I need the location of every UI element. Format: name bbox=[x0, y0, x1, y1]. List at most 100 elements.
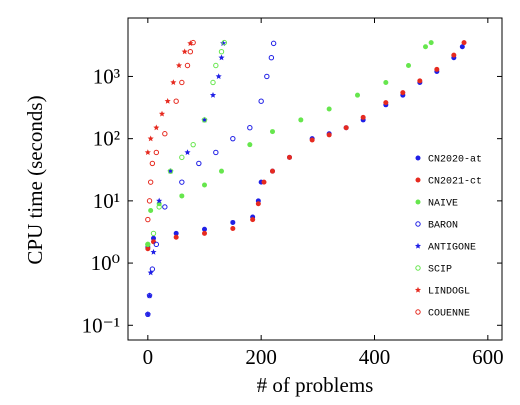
y-tick-label: 10¹ bbox=[93, 189, 120, 213]
y-axis-label: CPU time (seconds) bbox=[23, 95, 47, 264]
data-point bbox=[428, 40, 434, 46]
data-point bbox=[184, 149, 191, 156]
data-point bbox=[145, 241, 151, 247]
x-axis-label: # of problems bbox=[257, 373, 374, 397]
data-point bbox=[383, 100, 389, 106]
data-point bbox=[250, 217, 256, 223]
x-tick-label: 0 bbox=[143, 345, 154, 369]
data-point bbox=[153, 124, 160, 131]
legend-label: CN2020-at bbox=[428, 155, 482, 166]
data-point bbox=[218, 54, 225, 61]
legend-label: SCIP bbox=[428, 265, 452, 276]
data-point bbox=[400, 90, 406, 96]
data-point bbox=[151, 239, 156, 245]
legend-marker bbox=[415, 309, 421, 315]
data-point bbox=[209, 91, 217, 98]
data-point bbox=[173, 234, 179, 240]
data-point bbox=[459, 44, 465, 50]
data-point bbox=[247, 125, 253, 131]
legend-label: NAIVE bbox=[428, 199, 458, 210]
data-point bbox=[451, 52, 457, 58]
data-point bbox=[145, 216, 151, 223]
legend-marker bbox=[415, 221, 421, 227]
data-point bbox=[149, 266, 156, 272]
data-point bbox=[179, 154, 185, 161]
legend-marker bbox=[414, 286, 422, 293]
data-point bbox=[147, 269, 154, 276]
data-point bbox=[150, 230, 157, 237]
data-point bbox=[255, 201, 261, 207]
data-point bbox=[202, 182, 207, 188]
data-point bbox=[258, 98, 264, 104]
data-point bbox=[145, 241, 151, 248]
legend-marker bbox=[415, 177, 421, 183]
legend-label: LINDOGL bbox=[428, 287, 470, 298]
data-point bbox=[151, 235, 156, 241]
data-point bbox=[162, 131, 168, 137]
data-point bbox=[360, 114, 366, 120]
data-point bbox=[158, 110, 166, 117]
data-point bbox=[326, 132, 332, 138]
data-point bbox=[148, 208, 154, 214]
data-point bbox=[264, 73, 270, 80]
data-point bbox=[145, 246, 151, 252]
x-tick-label: 600 bbox=[472, 345, 504, 369]
data-point bbox=[218, 48, 225, 55]
data-point bbox=[146, 198, 153, 204]
data-point bbox=[147, 135, 154, 142]
legend-label: BARON bbox=[428, 221, 458, 232]
data-point bbox=[167, 168, 174, 174]
data-point bbox=[219, 168, 224, 174]
data-point bbox=[230, 135, 236, 142]
data-point bbox=[184, 62, 191, 69]
data-point bbox=[343, 125, 349, 131]
data-point bbox=[179, 79, 185, 86]
data-point bbox=[179, 179, 185, 185]
data-point bbox=[196, 160, 202, 167]
data-point bbox=[221, 39, 228, 46]
data-point bbox=[230, 219, 236, 225]
data-point bbox=[144, 149, 151, 156]
data-point bbox=[230, 225, 236, 231]
data-point bbox=[268, 55, 275, 61]
data-point bbox=[417, 78, 423, 84]
data-point bbox=[215, 73, 222, 80]
data-point bbox=[156, 204, 162, 210]
legend-marker bbox=[414, 242, 422, 249]
plot-frame bbox=[127, 17, 503, 341]
legend-marker bbox=[415, 199, 421, 205]
data-point bbox=[213, 149, 219, 156]
data-point bbox=[247, 142, 253, 148]
data-point bbox=[309, 137, 315, 143]
data-point bbox=[149, 160, 156, 167]
data-point bbox=[270, 168, 275, 174]
data-point bbox=[202, 226, 207, 232]
data-point bbox=[187, 48, 194, 55]
legend-marker bbox=[415, 265, 421, 271]
y-tick-label: 10³ bbox=[93, 64, 120, 88]
legend-label: COUENNE bbox=[428, 309, 470, 320]
x-tick-label: 400 bbox=[359, 345, 391, 369]
data-point bbox=[175, 62, 183, 69]
data-point bbox=[201, 117, 208, 123]
legend-label: CN2021-ct bbox=[428, 177, 482, 188]
data-point bbox=[146, 292, 153, 299]
data-point bbox=[406, 62, 411, 68]
data-point bbox=[298, 117, 304, 123]
data-point bbox=[270, 40, 277, 47]
data-point bbox=[173, 230, 179, 236]
data-point bbox=[383, 79, 389, 85]
data-point bbox=[423, 44, 428, 50]
data-point bbox=[173, 98, 179, 104]
data-point bbox=[144, 311, 151, 317]
y-tick-label: 10⁻¹ bbox=[82, 313, 120, 337]
data-point bbox=[326, 106, 332, 112]
x-tick-label: 200 bbox=[245, 345, 277, 369]
data-point bbox=[179, 193, 185, 199]
data-point bbox=[156, 197, 163, 204]
data-point bbox=[164, 98, 171, 104]
data-point bbox=[287, 154, 292, 160]
legend-label: ANTIGONE bbox=[428, 243, 476, 254]
data-point bbox=[153, 241, 160, 248]
data-point bbox=[461, 40, 467, 46]
